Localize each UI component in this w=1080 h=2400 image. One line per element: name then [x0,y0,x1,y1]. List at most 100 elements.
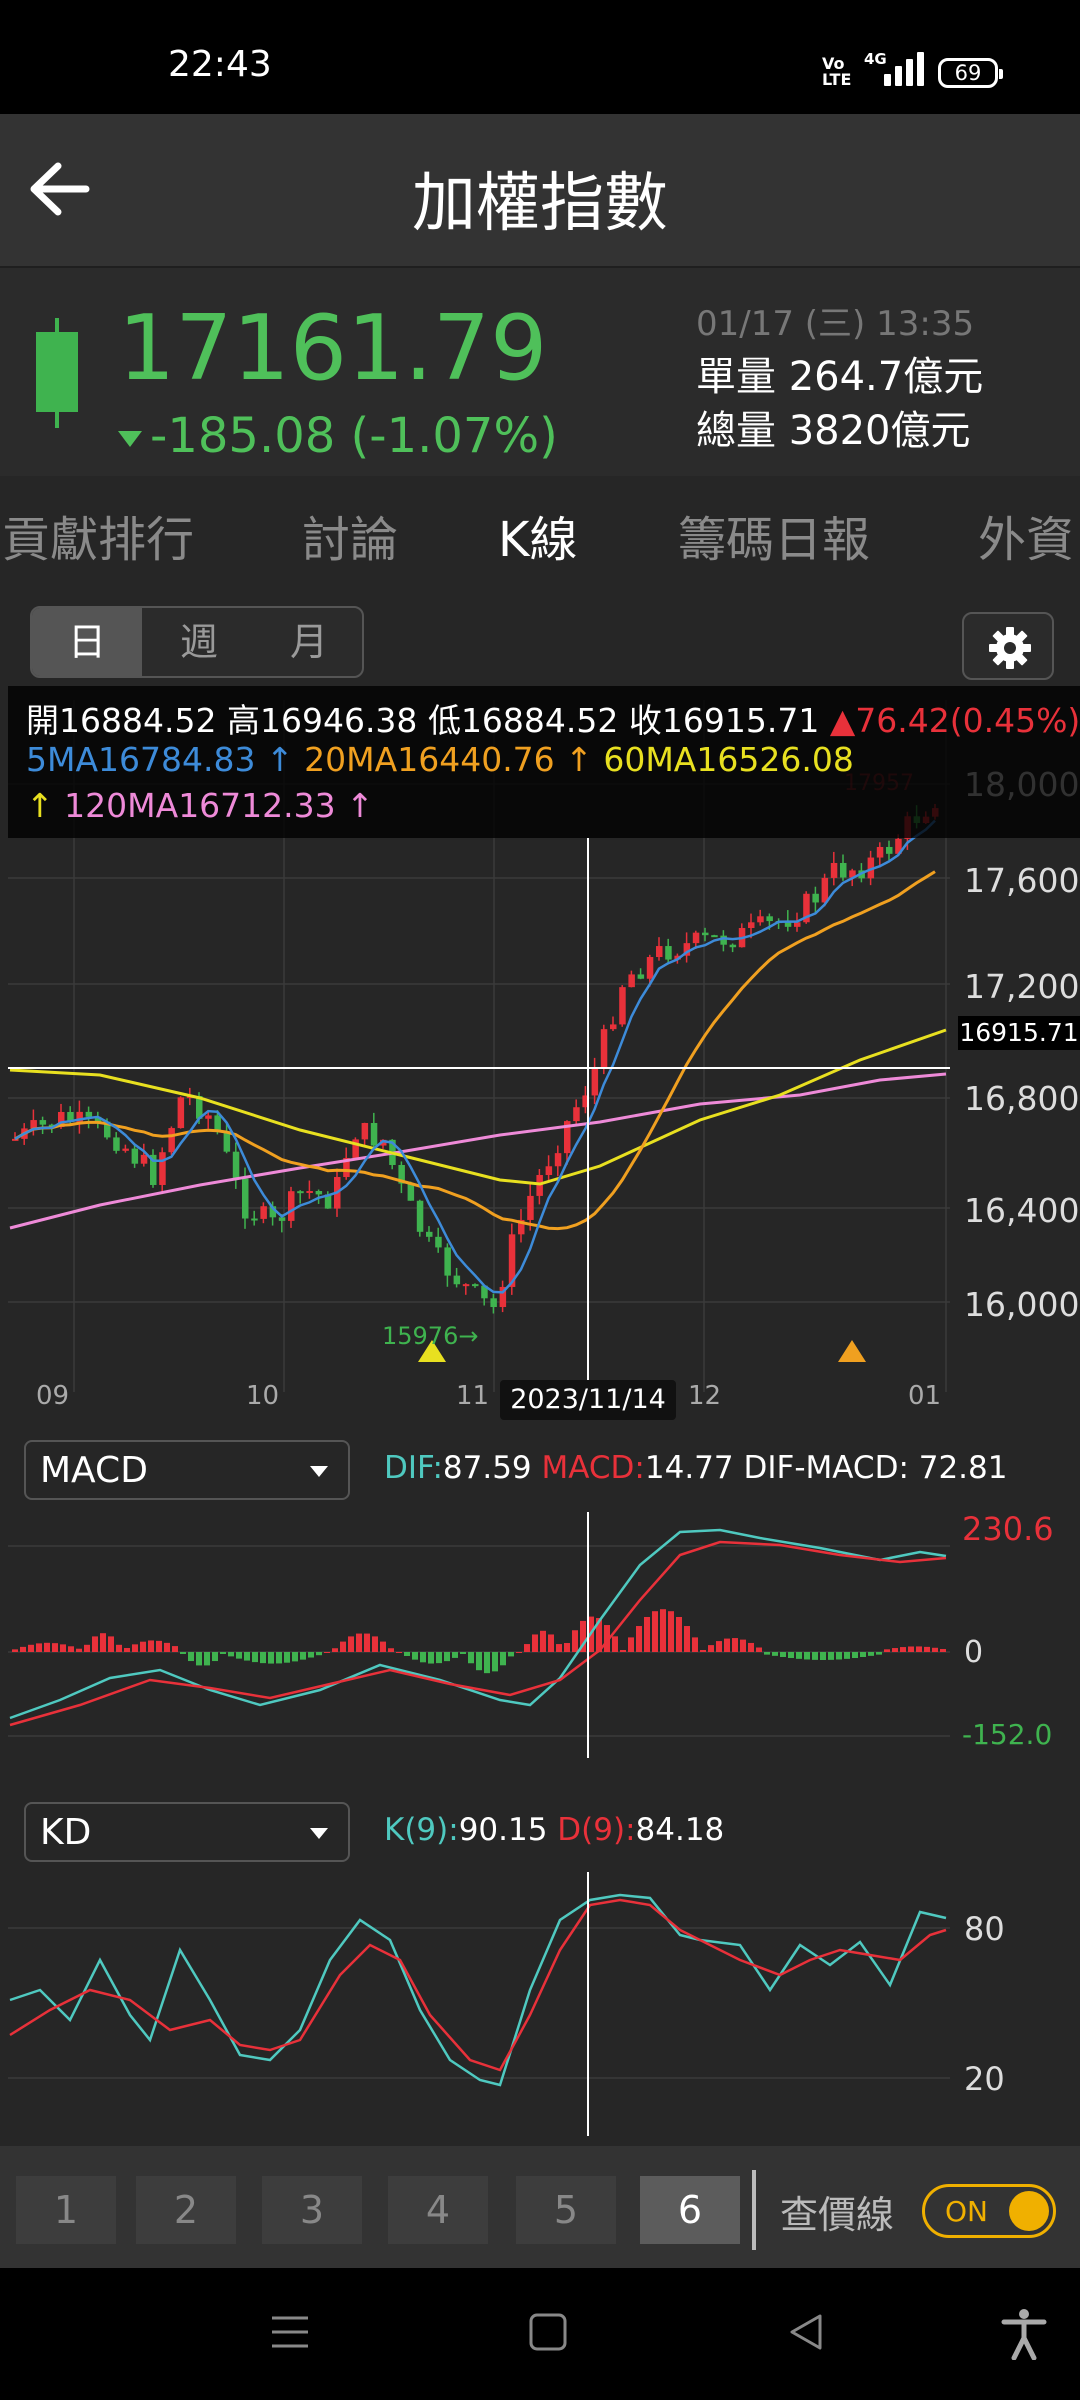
date-axis-label: 12 [688,1381,721,1408]
macd-select[interactable]: MACD [24,1440,350,1500]
candle-body [702,932,709,936]
home-icon[interactable] [528,2312,568,2352]
network-type: 4G [864,50,887,68]
macd-histogram-bar [876,1652,882,1655]
candle-body [196,1096,203,1119]
layout-3-button[interactable]: 3 [262,2176,362,2244]
macd-histogram-bar [132,1644,138,1652]
macd-histogram-bar [140,1641,146,1652]
ma60-line [9,1028,947,1186]
layout-1-button[interactable]: 1 [16,2176,116,2244]
macd-histogram-bar [172,1646,178,1652]
index-change: -185.08 (-1.07%) [118,408,558,464]
candle-body [462,1284,470,1287]
macd-histogram-bar [228,1652,234,1657]
candle-body [67,1111,74,1123]
candle-body [821,877,829,903]
macd-histogram-bar [364,1633,370,1652]
back-arrow-icon[interactable] [24,154,94,224]
candle-body [683,943,691,956]
candle-body [729,944,737,948]
tab-chip-report[interactable]: 籌碼日報 [678,512,871,568]
accessibility-icon[interactable] [1000,2308,1048,2360]
macd-histogram-bar [932,1647,938,1652]
ma120-values: ↑ 120MA16712.33 ↑ [26,786,374,825]
period-month[interactable]: 月 [289,620,328,664]
candle-body [113,1137,120,1151]
settings-button[interactable] [962,612,1054,680]
candle-body [766,916,773,922]
candle-body [508,1234,516,1287]
macd-histogram-bar [84,1644,90,1652]
candle-body [407,1183,415,1201]
macd-histogram-bar [700,1650,706,1652]
macd-histogram-bar [764,1652,770,1655]
candle-body [269,1206,277,1218]
candle-body [637,974,645,979]
candle-body [205,1115,212,1119]
candle-body [435,1236,442,1248]
macd-histogram-bar [892,1648,898,1652]
candle-body [306,1190,313,1193]
candle-body [692,932,700,944]
tab-foreign[interactable]: 外資 [978,512,1075,568]
candle-body [453,1275,461,1285]
macd-histogram-bar [436,1652,442,1664]
tab-discussion[interactable]: 討論 [302,512,399,568]
macd-chart[interactable]: 230.6 0 -152.0 [0,1510,1080,1760]
layout-5-button[interactable]: 5 [516,2176,616,2244]
macd-histogram-bar [636,1626,642,1652]
volte-icon: Vo LTE [822,54,852,89]
macd-histogram-bar [324,1652,330,1653]
macd-histogram-bar [796,1652,802,1659]
candle-body [278,1217,286,1221]
macd-histogram-bar [36,1643,42,1652]
macd-histogram-bar [332,1648,338,1652]
kd-axis-20: 20 [964,2060,1005,2098]
period-week[interactable]: 週 [179,620,218,664]
low-marker [418,1340,446,1362]
layout-4-button[interactable]: 4 [388,2176,488,2244]
menu-icon[interactable] [270,2312,310,2352]
date-axis-label: 10 [246,1381,279,1408]
macd-histogram-bar [156,1640,162,1652]
macd-histogram-bar [596,1618,602,1652]
divider [752,2170,756,2250]
kd-select[interactable]: KD [24,1802,350,1862]
macd-histogram-bar [668,1611,674,1652]
macd-histogram-bar [100,1633,106,1652]
macd-histogram-bar [60,1644,66,1652]
macd-histogram-bar [340,1641,346,1652]
tab-kline[interactable]: K線 [498,512,578,568]
last-price-tag: 16915.71 [958,1016,1080,1050]
price-axis-label: 17,600 [964,861,1079,900]
candle-body [867,857,875,879]
candle-body [30,1120,37,1129]
page-title: 加權指數 [412,167,668,241]
layout-6-button[interactable]: 6 [640,2176,740,2244]
kd-chart[interactable]: 80 20 [0,1870,1080,2140]
layout-2-button[interactable]: 2 [136,2176,236,2244]
kd-values: K(9):90.15 D(9):84.18 [384,1812,725,1848]
macd-axis-zero: 0 [964,1635,983,1670]
macd-histogram-bar [212,1652,218,1662]
macd-histogram-bar [412,1652,418,1660]
candle-body [812,893,819,903]
period-day[interactable]: 日 [32,608,142,676]
candle-body [39,1120,47,1125]
macd-select-label: MACD [40,1450,148,1491]
macd-histogram-bar [116,1644,122,1652]
candle-body [168,1128,175,1153]
tab-contribution[interactable]: 貢獻排行 [2,512,195,568]
back-icon[interactable] [786,2312,826,2352]
macd-histogram-bar [428,1652,434,1664]
macd-histogram-bar [852,1652,858,1659]
price-line-toggle[interactable]: ON [922,2184,1056,2238]
candle-body [131,1148,139,1164]
candle-body [398,1164,405,1184]
macd-line [9,1540,947,1727]
macd-histogram-bar [124,1648,130,1652]
macd-histogram-bar [820,1652,826,1660]
candle-body [665,946,672,960]
candle-body [58,1111,65,1128]
